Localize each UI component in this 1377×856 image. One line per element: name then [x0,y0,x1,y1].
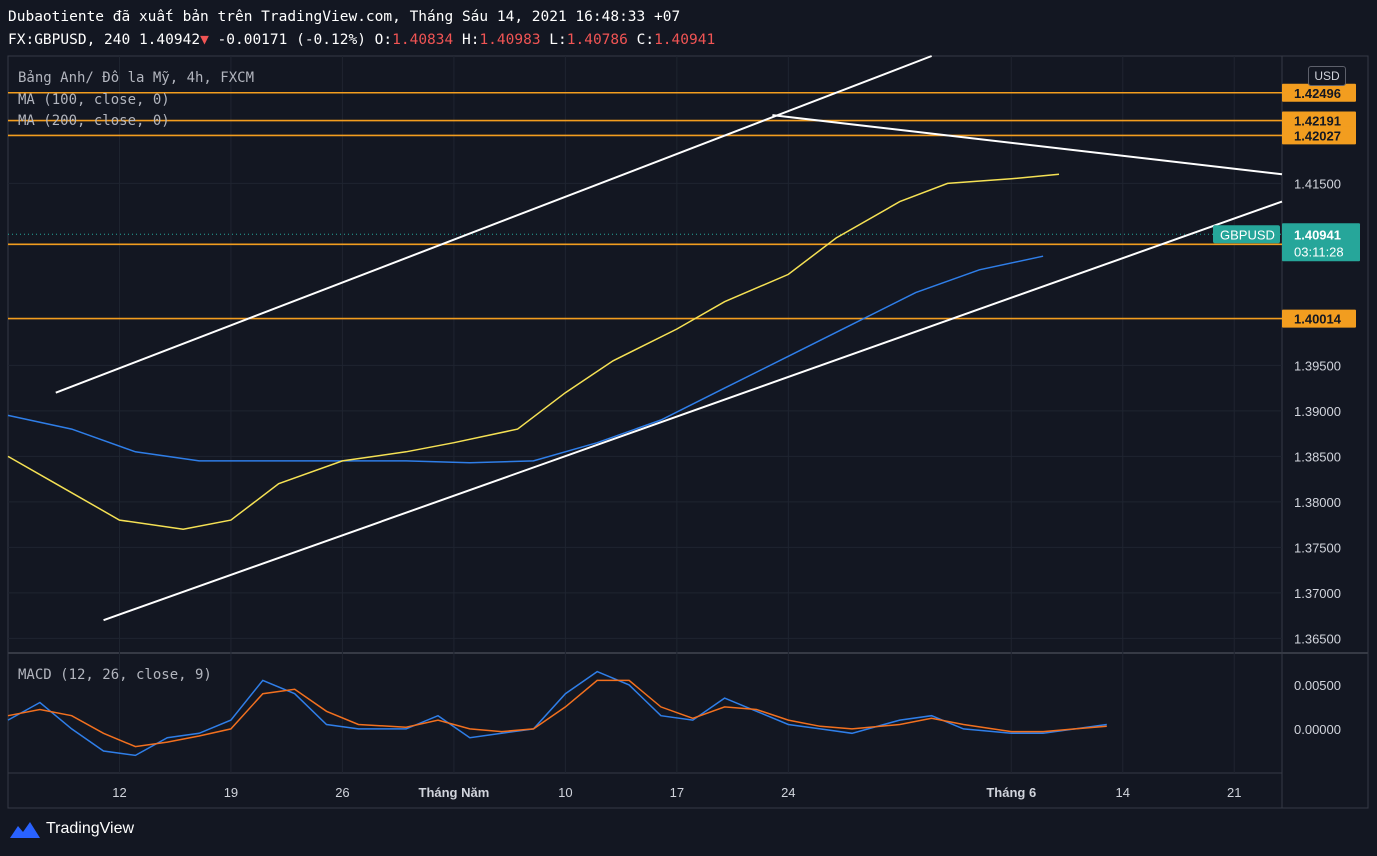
legend-ma200[interactable]: MA (200, close, 0) [18,113,170,129]
last-price: 1.40942 [138,32,201,48]
brand-text: TradingView [46,820,135,837]
time-tick-label: 26 [335,785,349,800]
price-tag-box [1282,111,1356,130]
countdown-label: 03:11:28 [1294,244,1344,259]
time-tick-label: Tháng Năm [419,785,490,800]
price-tick-label: 1.36500 [1294,631,1341,646]
time-tick-label: 19 [224,785,238,800]
price-tag-box [1282,83,1356,102]
symbol-interval: FX:GBPUSD, 240 [8,32,131,48]
tradingview-icon [10,822,40,838]
horizontal-levels [8,91,1282,320]
price-tick-label: 1.38500 [1294,449,1341,464]
price-change: -0.00171 (-0.12%) [217,32,366,48]
symbol-tag-box [1213,225,1280,244]
price-tag-box [1282,126,1356,145]
channel-lower-trendline [103,200,1283,622]
price-tick-label: 1.37500 [1294,540,1341,555]
time-tick-label: 24 [781,785,795,800]
currency-label[interactable]: USD [1308,66,1346,86]
close-value: 1.40941 [654,32,716,48]
trendlines [55,55,1283,622]
publisher-line: Dubaotiente đã xuất bản trên TradingView… [8,9,680,25]
macd-tick-label: 0.00000 [1294,722,1341,737]
price-tick-label: 1.38000 [1294,495,1341,510]
down-arrow-icon: ▼ [200,32,209,48]
open-value: 1.40834 [392,32,454,48]
high-value: 1.40983 [479,32,541,48]
ma200-line [7,255,1044,464]
chart-frame [7,55,1369,809]
macd-line [7,670,1107,757]
price-tag-label: 1.42191 [1294,114,1341,129]
open-label: O: [374,32,393,48]
legend-ma100[interactable]: MA (100, close, 0) [18,92,170,108]
price-tag-label: 1.42496 [1294,86,1341,101]
time-tick-label: 17 [670,785,684,800]
time-tick-label: 10 [558,785,572,800]
time-tick-label: 12 [112,785,126,800]
channel-upper-trendline [55,55,933,394]
signal-line [7,679,1107,748]
price-tag-box [1282,309,1356,328]
legend-macd[interactable]: MACD (12, 26, close, 9) [18,667,212,683]
price-tag-label: 1.42027 [1294,128,1341,143]
close-label: C: [636,32,655,48]
descending-resistance-trendline [772,114,1283,176]
tradingview-logo[interactable]: TradingView [10,820,134,838]
legend-title[interactable]: Bảng Anh/ Đô la Mỹ, 4h, FXCM [18,70,255,86]
symbol-tag-label: GBPUSD [1220,227,1275,242]
high-label: H: [461,32,480,48]
time-tick-label: 14 [1116,785,1130,800]
ma100-line [7,173,1060,530]
low-value: 1.40786 [566,32,628,48]
last-price-box [1282,223,1360,262]
symbol-ohlc-line: FX:GBPUSD, 240 1.40942▼ -0.00171 (-0.12%… [8,32,715,48]
macd-pane: 0.00500 0.00000 [7,670,1341,757]
grid [8,56,1282,773]
price-tick-label: 1.39000 [1294,404,1341,419]
price-axis: 1.41500 1.39500 1.39000 1.38500 1.38000 1.375… [1294,176,1341,646]
price-tag-label: 1.40014 [1294,312,1342,327]
price-tick-label: 1.37000 [1294,586,1341,601]
price-tick-label: 1.41500 [1294,176,1341,191]
time-tick-label: Tháng 6 [986,785,1036,800]
time-axis: 12 19 26 Tháng Năm 10 17 24 Tháng 6 14 21 [112,785,1241,800]
low-label: L: [549,32,567,48]
publisher-text: Dubaotiente đã xuất bản trên TradingView… [8,9,681,25]
macd-tick-label: 0.00500 [1294,678,1341,693]
price-tick-label: 1.39500 [1294,358,1341,373]
current-price-tag: GBPUSD 1.40941 03:11:28 [1213,223,1360,262]
time-tick-label: 21 [1227,785,1241,800]
last-price-label: 1.40941 [1294,227,1341,242]
